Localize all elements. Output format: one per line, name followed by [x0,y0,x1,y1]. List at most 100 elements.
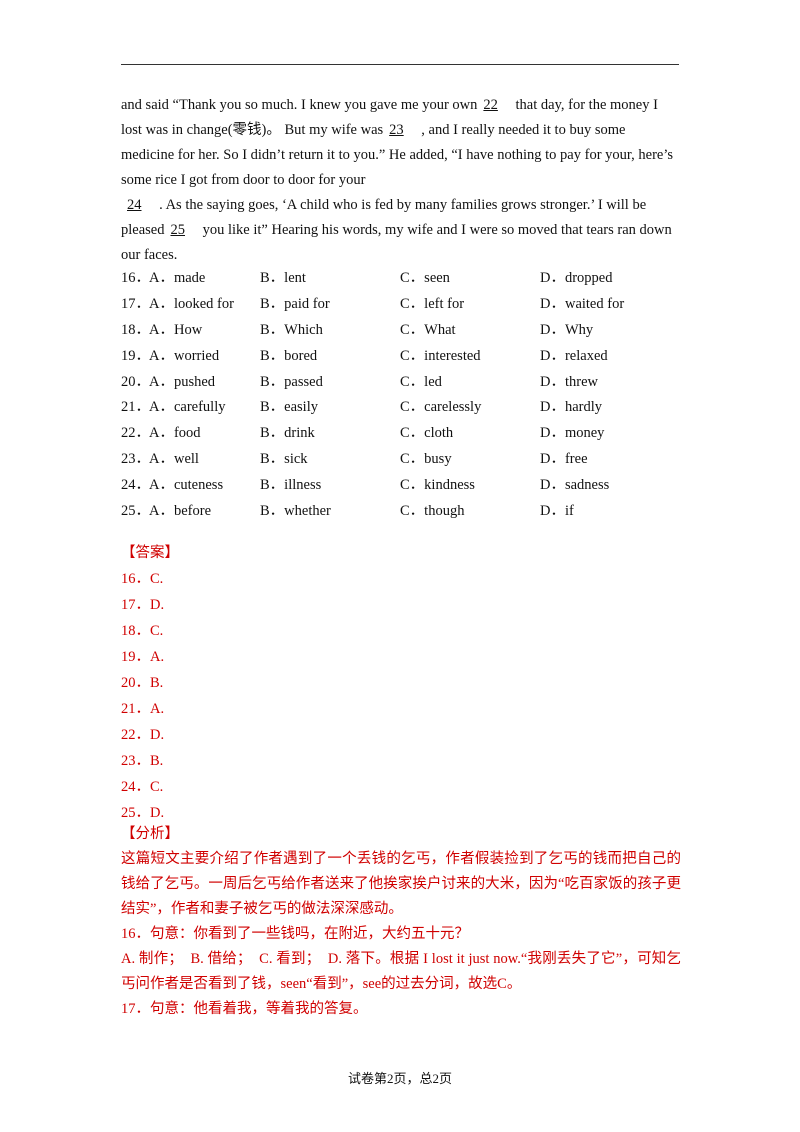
option: B．whether [260,503,331,520]
option: C．cloth [400,425,454,442]
answer-item: 19．A. [121,649,165,665]
option: C．though [400,503,465,520]
question-number: 19． [121,347,150,364]
option: A．made [149,270,206,286]
option: C．busy [400,451,452,468]
option: B．passed [260,373,323,390]
question-row: 20． A．pushed B．passed C．led D．threw [121,370,681,396]
question-row: 25． A．before B．whether C．though D．if [121,499,681,525]
blank: 25 [170,222,185,238]
answer-item: 20．B. [121,675,164,691]
passage: and said “Thank you so much. I knew you … [121,93,673,268]
option: C．led [400,373,442,390]
option: A．looked for [149,295,234,312]
passage-text: , and I really needed it to buy some [417,122,626,138]
analysis-paragraph: 这篇短文主要介绍了作者遇到了一个丢钱的乞丐，作者假装捡到了乞丐的钱而把自己的钱给… [121,851,681,917]
answer-item: 17．D. [121,597,165,613]
passage-text: you like it” Hearing his words, my wife … [198,222,672,238]
passage-text: our faces. [121,247,178,263]
analysis-paragraph: 17．句意：他看着我，等着我的答复。 [121,1001,368,1017]
option: A．before [149,503,212,520]
question-row: 16． A．made B．lent C．seen D．dropped [121,266,681,292]
option: A．well [149,451,199,468]
question-row: 21． A．carefully B．easily C．carelessly D．hard… [121,395,681,421]
option: D．hardly [540,399,603,416]
question-number: 18． [121,321,150,338]
question-number: 25． [121,503,150,520]
question-number: 21． [121,399,150,416]
analysis-paragraph: A. 制作； B. 借给； C. 看到； D. 落下。根据 I lost it … [121,951,681,992]
blank: 23 [389,122,404,138]
option: A．cuteness [149,477,224,494]
option: D．dropped [540,270,613,286]
analysis: 【分析】这篇短文主要介绍了作者遇到了一个丢钱的乞丐，作者假装捡到了乞丐的钱而把自… [121,822,681,1022]
answer-item: 22．D. [121,727,165,743]
analysis-paragraph: 16．句意：你看到了一些钱吗，在附近，大约五十元？ [121,926,469,942]
passage-text: medicine for her. So I didn’t return it … [121,147,674,163]
answer-item: 21．A. [121,701,165,717]
passage-line: and said “Thank you so much. I knew you … [121,93,673,118]
option: C．kindness [400,477,475,494]
question-row: 22． A．food B．drink C．cloth D．money [121,421,681,447]
passage-text: . As the saying goes, ‘A child who is fe… [155,197,647,213]
option: D．money [540,425,605,442]
top-rule [121,64,679,65]
option: A．carefully [149,399,226,416]
passage-line: 24 . As the saying goes, ‘A child who is… [121,193,673,218]
option: D．waited for [540,295,625,312]
option: A．How [149,321,203,338]
option: C．carelessly [400,399,482,416]
option: D．sadness [540,477,610,494]
option: B．easily [260,399,318,416]
question-row: 24． A．cuteness B．illness C．kindness D．sadnes… [121,473,681,499]
questions: 16． A．made B．lent C．seen D．dropped 17． A．looke… [121,266,681,525]
option: C．What [400,321,456,338]
answer-item: 16．C. [121,571,164,587]
question-row: 17． A．looked for B．paid for C．left for D．wai… [121,292,681,318]
passage-text: lost was in change(零钱)。 But my wife was [121,122,384,138]
analysis-heading: 【分析】 [121,826,179,842]
passage-text: some rice I got from door to door for yo… [121,172,366,188]
answer-item: 24．C. [121,779,164,795]
option: B．lent [260,270,306,286]
option: A．worried [149,347,220,364]
option: A．food [149,425,201,442]
option: A．pushed [149,373,216,390]
option: B．drink [260,425,315,442]
passage-text: pleased [121,222,165,238]
option: D．free [540,451,588,468]
option: B．Which [260,321,323,338]
answer-item: 18．C. [121,623,164,639]
option: D．relaxed [540,347,608,364]
question-row: 18． A．How B．Which C．What D．Why [121,318,681,344]
question-number: 23． [121,451,150,468]
passage-line: pleased 25 you like it” Hearing his words… [121,218,673,243]
answer: 【答案】 16．C. 17．D. 18．C. 19．A. 20．B. 21．A. 22．D. 2… [121,540,179,826]
answer-heading: 【答案】 [121,545,179,561]
question-row: 23． A．well B．sick C．busy D．free [121,447,681,473]
option: B．bored [260,347,318,364]
passage-line: medicine for her. So I didn’t return it … [121,143,673,168]
question-number: 17． [121,295,150,312]
option: C．seen [400,270,450,286]
footer: 试卷第2页，总2页 [347,1071,452,1086]
passage-text: and said “Thank you so much. I knew you … [121,97,478,113]
question-row: 19． A．worried B．bored C．interested D．relaxed [121,344,681,370]
question-number: 24． [121,477,150,494]
option: D．threw [540,373,598,390]
passage-line: lost was in change(零钱)。 But my wife was 2… [121,118,673,143]
option: C．interested [400,347,481,364]
passage-line: some rice I got from door to door for yo… [121,168,673,193]
blank: 24 [127,197,142,213]
option: D．if [540,503,574,520]
option: C．left for [400,295,465,312]
question-number: 22． [121,425,150,442]
answer-item: 25．D. [121,805,165,821]
option: B．paid for [260,295,330,312]
option: B．sick [260,451,308,468]
question-number: 20． [121,373,150,390]
blank: 22 [483,97,498,113]
passage-text: that day, for the money I [511,97,658,113]
passage-line: our faces. [121,243,673,268]
